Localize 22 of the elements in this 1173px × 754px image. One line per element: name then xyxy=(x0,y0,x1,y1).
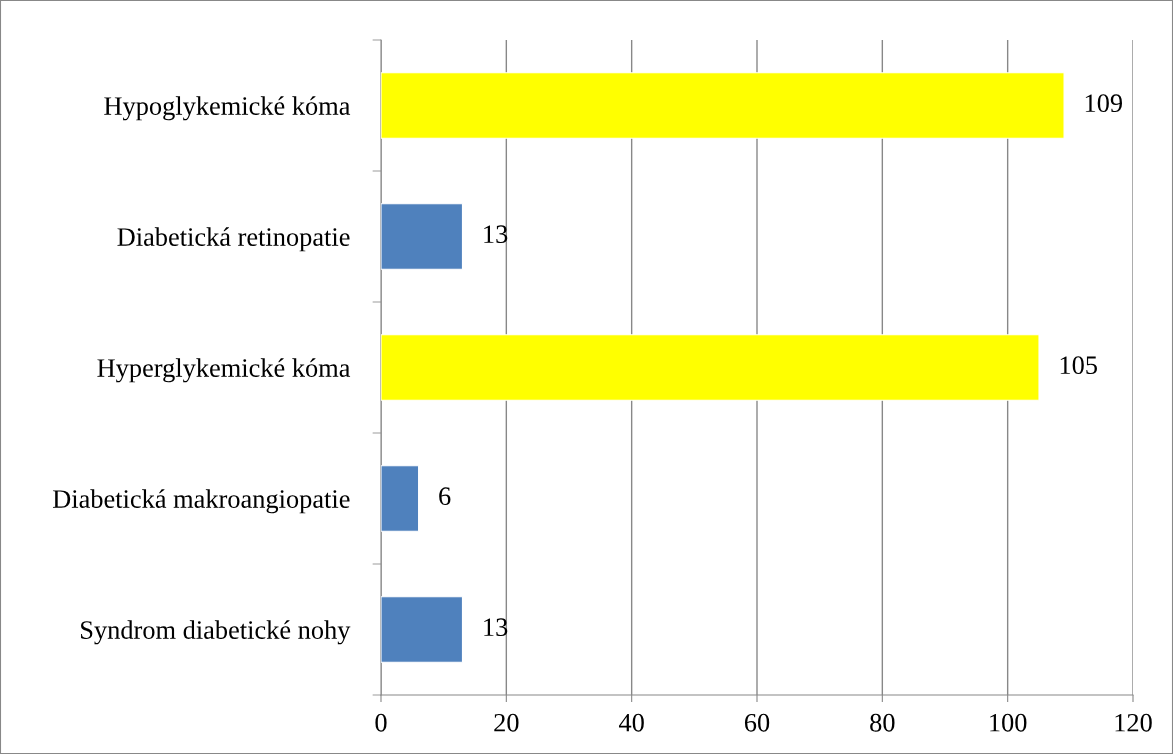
y-tick-label: Hypoglykemické kóma xyxy=(104,96,351,121)
bar xyxy=(381,596,464,663)
x-tick-label: 60 xyxy=(744,713,770,732)
x-tick-label: 100 xyxy=(990,713,1027,732)
x-tick-label: 120 xyxy=(1115,713,1152,732)
data-label: 13 xyxy=(484,618,508,637)
bar xyxy=(381,72,1065,139)
data-label: 6 xyxy=(439,487,451,506)
y-tick-label: Hyperglykemické kóma xyxy=(97,358,351,383)
x-tick-label: 0 xyxy=(375,713,387,732)
x-tick-label: 80 xyxy=(870,713,895,732)
bar xyxy=(381,203,464,270)
data-label: 109 xyxy=(1085,94,1123,113)
x-tick-label: 40 xyxy=(618,713,644,732)
data-label: 105 xyxy=(1060,356,1097,375)
data-label: 13 xyxy=(484,225,508,244)
y-tick-label: Syndrom diabetické nohy xyxy=(81,620,351,645)
y-tick-label: Diabetická makroangiopatie xyxy=(52,489,350,514)
x-tick-label: 20 xyxy=(494,713,519,732)
y-tick-label: Diabetická retinopatie xyxy=(117,227,350,252)
bar xyxy=(381,465,420,532)
bar xyxy=(381,334,1040,401)
